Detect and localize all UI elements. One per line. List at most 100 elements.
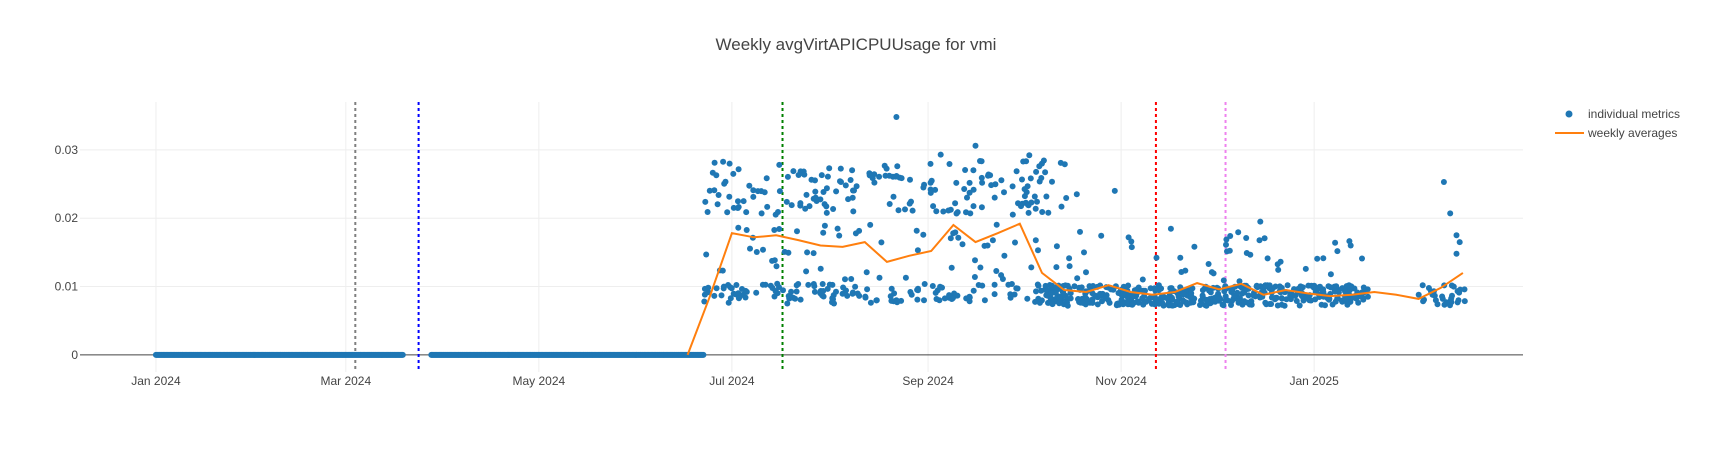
x-tick-label: Mar 2024 xyxy=(320,374,371,388)
data-point xyxy=(1313,286,1320,293)
data-point xyxy=(978,174,985,181)
data-point xyxy=(1049,301,1056,308)
data-point xyxy=(952,200,959,207)
data-point xyxy=(1043,193,1050,200)
data-point xyxy=(854,290,861,297)
data-point xyxy=(1024,183,1031,190)
data-point xyxy=(1443,299,1450,306)
data-point xyxy=(1111,187,1118,194)
data-point xyxy=(842,276,848,283)
data-point xyxy=(953,210,960,217)
data-point xyxy=(991,291,998,298)
data-point xyxy=(1304,294,1311,301)
data-point xyxy=(898,297,905,304)
data-point xyxy=(1042,169,1049,176)
data-point xyxy=(788,288,795,295)
data-point xyxy=(823,209,830,216)
data-point xyxy=(883,165,890,172)
data-point xyxy=(947,206,954,213)
data-point xyxy=(830,206,837,212)
data-point xyxy=(1252,293,1259,300)
data-point xyxy=(947,235,954,242)
data-point xyxy=(1056,295,1063,302)
data-point xyxy=(972,257,978,264)
data-point xyxy=(939,284,945,291)
data-point xyxy=(806,203,813,210)
data-point xyxy=(1028,264,1035,271)
data-point xyxy=(719,267,726,274)
data-point xyxy=(1106,299,1113,306)
data-point xyxy=(937,151,944,158)
data-point xyxy=(998,177,1005,184)
data-point xyxy=(759,281,766,288)
data-point xyxy=(1153,254,1160,261)
data-point xyxy=(829,299,835,306)
data-point xyxy=(1056,300,1063,307)
data-point xyxy=(836,232,843,239)
data-point xyxy=(784,300,791,307)
data-point xyxy=(735,198,741,205)
data-point xyxy=(1089,296,1096,303)
data-point xyxy=(1296,302,1303,309)
data-point xyxy=(1097,291,1104,298)
data-point xyxy=(711,159,718,166)
data-point xyxy=(933,208,940,215)
legend[interactable]: individual metrics weekly averages xyxy=(1555,107,1680,140)
data-point xyxy=(1278,295,1285,302)
legend-marker-individual-metrics xyxy=(1565,110,1573,118)
data-point xyxy=(871,179,878,186)
chart-title: Weekly avgVirtAPICPUUsage for vmi xyxy=(716,35,997,54)
data-point xyxy=(1355,299,1362,306)
data-point xyxy=(1245,292,1252,299)
data-point xyxy=(1048,290,1055,297)
data-point xyxy=(713,285,720,292)
data-point xyxy=(1083,296,1090,303)
data-point xyxy=(1347,242,1354,249)
data-point xyxy=(1019,176,1025,183)
data-point xyxy=(840,284,847,291)
data-point xyxy=(1248,298,1255,305)
data-point xyxy=(914,296,921,303)
data-point xyxy=(979,282,986,289)
data-point xyxy=(992,181,999,188)
x-tick-label: Sep 2024 xyxy=(902,374,954,388)
data-point xyxy=(1299,293,1306,300)
data-point xyxy=(1415,291,1422,298)
data-point xyxy=(993,268,1000,274)
data-point xyxy=(1148,300,1155,307)
data-point xyxy=(700,351,707,358)
data-point xyxy=(1114,300,1121,307)
data-point xyxy=(1212,298,1219,305)
data-point xyxy=(702,198,709,205)
data-point xyxy=(1314,255,1321,262)
data-point xyxy=(722,178,729,185)
data-point xyxy=(1061,161,1068,168)
data-point xyxy=(1227,233,1234,239)
data-point xyxy=(971,274,978,280)
data-point xyxy=(1461,286,1468,293)
data-point xyxy=(776,226,783,232)
data-point xyxy=(927,160,934,167)
data-point xyxy=(1009,211,1016,218)
data-point xyxy=(1020,158,1027,165)
data-point xyxy=(930,203,937,210)
data-point xyxy=(1229,287,1236,294)
data-point xyxy=(1223,236,1230,243)
data-point xyxy=(711,187,718,194)
data-point xyxy=(888,297,895,304)
data-point xyxy=(1143,298,1150,305)
data-point xyxy=(844,292,851,299)
data-point xyxy=(921,297,927,304)
data-point xyxy=(760,246,766,253)
data-point xyxy=(789,294,796,301)
data-point xyxy=(1256,237,1263,244)
data-point xyxy=(914,247,921,254)
data-point xyxy=(1023,189,1030,196)
data-point xyxy=(824,173,831,180)
data-point xyxy=(921,281,928,287)
data-point xyxy=(952,229,959,236)
data-point xyxy=(725,282,732,288)
data-point xyxy=(1032,298,1039,305)
data-point xyxy=(1034,198,1040,205)
data-point xyxy=(964,194,970,201)
